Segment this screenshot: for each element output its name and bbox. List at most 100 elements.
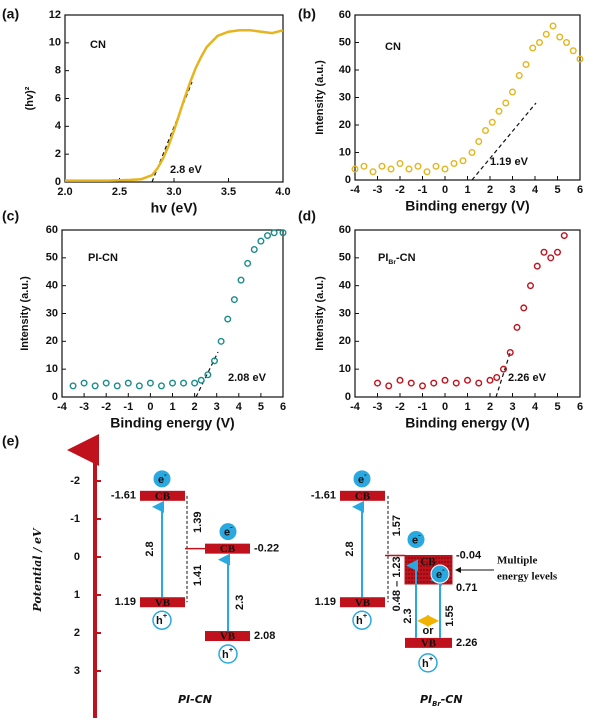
legend-label-part: PI bbox=[378, 252, 388, 264]
band-label: CB bbox=[155, 490, 171, 502]
x-tick-label: 4 bbox=[236, 401, 243, 413]
x-tick-label: 3.0 bbox=[166, 186, 181, 198]
data-point bbox=[378, 162, 386, 170]
level-value: 0.71 bbox=[456, 582, 477, 594]
x-tick-label: 2.5 bbox=[112, 186, 127, 198]
hole-label: h+ bbox=[156, 611, 168, 627]
annotation: 2.26 eV bbox=[508, 372, 547, 384]
data-point bbox=[502, 99, 510, 107]
hole-label-part: + bbox=[363, 611, 368, 620]
band-label: CB bbox=[220, 543, 236, 555]
electron-label-part: - bbox=[364, 470, 367, 479]
y-tick-label: 20 bbox=[46, 335, 58, 347]
data-point bbox=[556, 33, 564, 41]
scheme-title-part: PI bbox=[420, 693, 432, 706]
annotation: 2.08 eV bbox=[228, 372, 267, 384]
band-label: VB bbox=[355, 597, 371, 609]
data-point bbox=[217, 337, 225, 345]
panel-label: (e) bbox=[2, 433, 19, 449]
x-tick-label: 4.0 bbox=[275, 186, 290, 198]
y-tick-label: 0 bbox=[55, 176, 61, 188]
hole-label-part: h bbox=[222, 649, 229, 661]
band-label: VB bbox=[421, 637, 437, 649]
y-tick-label: 30 bbox=[46, 307, 58, 319]
data-point bbox=[351, 165, 359, 173]
axis-tick-label: -2 bbox=[70, 475, 80, 487]
band-level bbox=[405, 637, 452, 648]
data-point bbox=[560, 232, 568, 240]
offset: 1.57 bbox=[391, 515, 403, 536]
hole-label-part: h bbox=[422, 658, 429, 670]
data-point bbox=[475, 379, 483, 387]
x-tick-label: 3 bbox=[509, 401, 515, 413]
data-point bbox=[515, 71, 523, 79]
data-point bbox=[396, 159, 404, 167]
electron bbox=[218, 522, 238, 542]
band-gap: 2.3 bbox=[402, 608, 414, 623]
data-point bbox=[540, 248, 548, 256]
data-point bbox=[419, 382, 427, 390]
y-axis-label: Intensity (a.u.) bbox=[314, 60, 326, 135]
x-tick-label: 2 bbox=[487, 184, 493, 196]
legend-label: PIBr-CN bbox=[378, 252, 416, 266]
x-tick-label: -4 bbox=[350, 401, 361, 413]
y-tick-label: 0 bbox=[52, 391, 58, 403]
scheme-title: PI-CN bbox=[178, 693, 212, 706]
legend-label-part: -CN bbox=[396, 252, 416, 264]
data-point bbox=[423, 168, 431, 176]
data-point bbox=[414, 162, 422, 170]
tangent-line bbox=[471, 102, 537, 181]
y-tick-label: 20 bbox=[339, 335, 351, 347]
legend-label: CN bbox=[90, 39, 106, 51]
electron-label-part: e bbox=[412, 534, 418, 546]
data-point bbox=[180, 379, 188, 387]
y-tick-label: 50 bbox=[46, 252, 58, 264]
x-tick-label: -3 bbox=[373, 401, 383, 413]
data-point bbox=[488, 118, 496, 126]
y-tick-label: 10 bbox=[46, 363, 58, 375]
panel-label: (d) bbox=[298, 208, 316, 224]
x-tick-label: 6 bbox=[280, 401, 286, 413]
data-point bbox=[224, 315, 232, 323]
y-tick-label: 10 bbox=[49, 37, 61, 49]
x-tick-label: 5 bbox=[554, 184, 560, 196]
x-tick-label: -1 bbox=[418, 401, 428, 413]
data-point bbox=[569, 47, 577, 55]
electron-label: e- bbox=[158, 470, 167, 486]
electron-label-part: e bbox=[436, 569, 442, 581]
annotation: 2.8 eV bbox=[170, 164, 202, 176]
level-value: -1.61 bbox=[311, 490, 336, 502]
x-tick-label: 2 bbox=[487, 401, 493, 413]
x-tick-label: 3 bbox=[214, 401, 220, 413]
hole-label-part: + bbox=[429, 654, 434, 663]
x-tick-label: -1 bbox=[418, 184, 428, 196]
band-label: CB bbox=[355, 490, 371, 502]
data-point bbox=[191, 379, 199, 387]
band-label: VB bbox=[155, 597, 171, 609]
tangent-line bbox=[195, 351, 219, 398]
x-tick-label: 1 bbox=[464, 184, 470, 196]
plot-frame bbox=[354, 229, 581, 398]
data-point bbox=[563, 39, 571, 47]
band-level bbox=[140, 490, 185, 501]
electron-label: e- bbox=[412, 531, 421, 547]
y-tick-label: 10 bbox=[339, 363, 351, 375]
y-tick-label: 8 bbox=[55, 65, 61, 77]
y-axis-label: Intensity (a.u.) bbox=[314, 276, 326, 351]
band-gap: 2.8 bbox=[144, 541, 156, 556]
band-label: VB bbox=[220, 631, 236, 643]
y-axis-label: (hv)² bbox=[24, 86, 36, 110]
electron bbox=[152, 469, 172, 489]
axis-tick-label: -1 bbox=[70, 513, 80, 525]
data-point bbox=[237, 276, 245, 284]
data-point bbox=[385, 382, 393, 390]
y-tick-label: 2 bbox=[55, 148, 61, 160]
hole-label: h+ bbox=[356, 611, 368, 627]
data-point bbox=[360, 162, 368, 170]
y-tick-label: 12 bbox=[49, 9, 61, 21]
data-point bbox=[529, 44, 537, 52]
data-point bbox=[369, 168, 377, 176]
legend-label: CN bbox=[385, 41, 401, 53]
or-label: or bbox=[423, 625, 435, 637]
